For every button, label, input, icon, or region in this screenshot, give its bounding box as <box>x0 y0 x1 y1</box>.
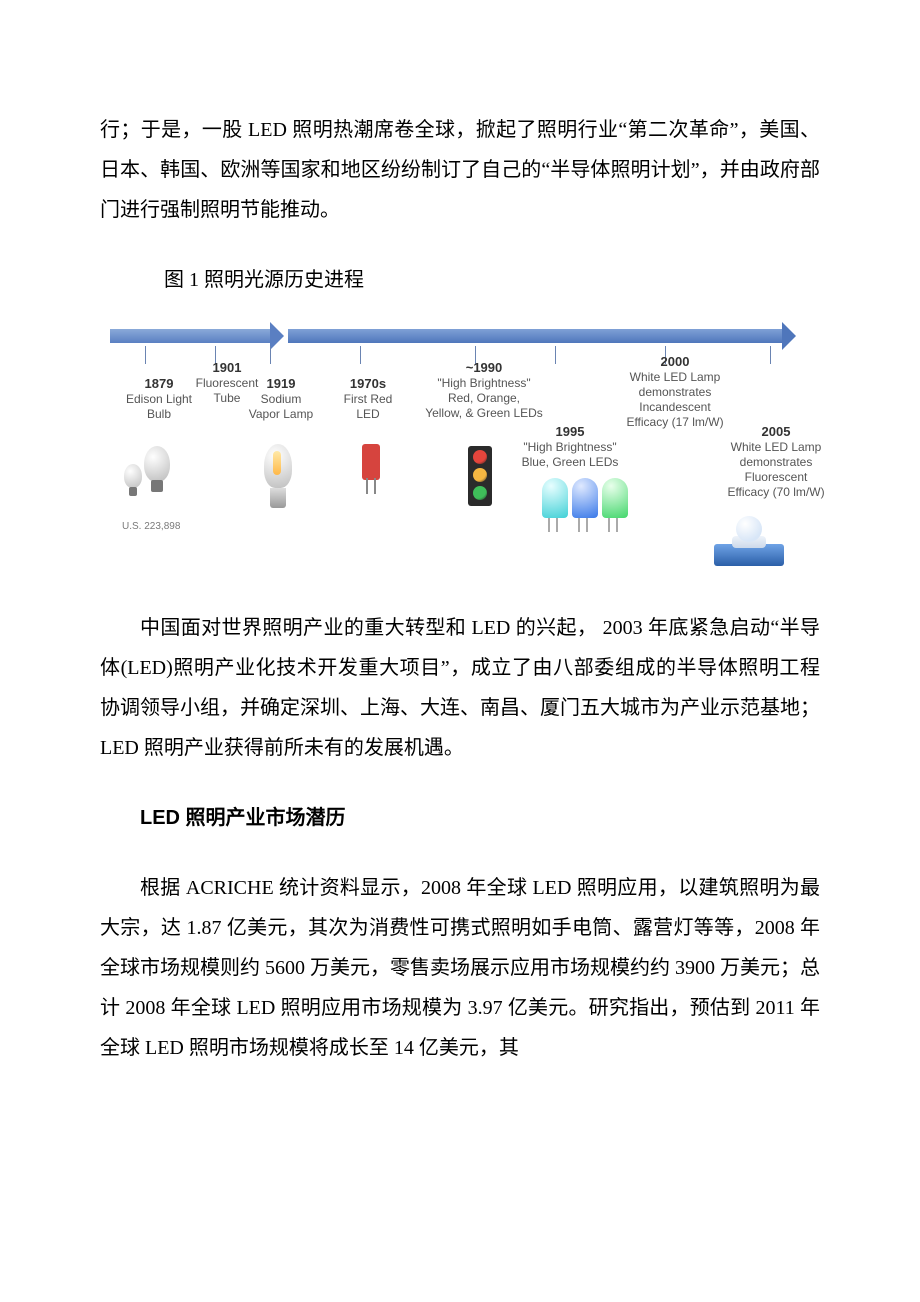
event-label: "High Brightness" Blue, Green LEDs <box>510 440 630 470</box>
timeline-figure: 1879Edison Light Bulb1901Fluorescent Tub… <box>110 318 810 578</box>
traffic-green-icon <box>473 486 487 500</box>
red-led-body-icon <box>362 444 380 480</box>
section-heading: LED 照明产业市场潜历 <box>100 798 820 838</box>
event-year: 1919 <box>240 376 322 392</box>
timeline-event: 2000White LED Lamp demonstrates Incandes… <box>610 354 740 430</box>
event-label: "High Brightness" Red, Orange, Yellow, &… <box>420 376 548 421</box>
edison-bulb-thumb: U.S. 223,898 <box>122 446 182 516</box>
timeline-tick <box>360 346 361 364</box>
green-led-icon <box>602 478 628 518</box>
blue-green-led-thumb <box>542 478 632 540</box>
sodium-vapor-thumb <box>258 444 298 516</box>
traffic-red-icon <box>473 450 487 464</box>
red-led-pin-icon <box>366 478 368 494</box>
event-label: White LED Lamp demonstrates Fluorescent … <box>710 440 842 500</box>
event-year: 1970s <box>332 376 404 392</box>
patent-number: U.S. 223,898 <box>122 521 180 532</box>
red-led-thumb <box>362 444 380 494</box>
arrow-segment-2 <box>288 329 782 343</box>
arrow-cap-1 <box>270 322 284 350</box>
bulb-small-icon <box>124 464 142 488</box>
figure-caption: 图 1 照明光源历史进程 <box>100 260 820 300</box>
white-led-thumb <box>714 510 784 566</box>
vapor-base-icon <box>270 488 286 508</box>
traffic-light-thumb <box>468 446 492 506</box>
arrow-cap-2 <box>782 322 796 350</box>
timeline-event: 1919Sodium Vapor Lamp <box>240 376 322 422</box>
arrow-segment-1 <box>110 329 270 343</box>
vapor-glow-icon <box>273 451 281 475</box>
paragraph-1: 行；于是，一股 LED 照明热潮席卷全球，掀起了照明行业“第二次革命”，美国、日… <box>100 110 820 230</box>
timeline-event: ~1990"High Brightness" Red, Orange, Yell… <box>420 360 548 421</box>
event-year: ~1990 <box>420 360 548 376</box>
red-led-pin-icon <box>374 478 376 494</box>
blue-led-icon <box>572 478 598 518</box>
bulb-large-icon <box>144 446 170 482</box>
timeline-arrow <box>110 326 810 346</box>
event-label: First Red LED <box>332 392 404 422</box>
event-year: 1901 <box>182 360 272 376</box>
timeline-tick <box>145 346 146 364</box>
document-page: 行；于是，一股 LED 照明热潮席卷全球，掀起了照明行业“第二次革命”，美国、日… <box>0 0 920 1158</box>
timeline-tick <box>770 346 771 364</box>
paragraph-3: 根据 ACRICHE 统计资料显示，2008 年全球 LED 照明应用，以建筑照… <box>100 868 820 1068</box>
event-label: White LED Lamp demonstrates Incandescent… <box>610 370 740 430</box>
event-year: 2005 <box>710 424 842 440</box>
cyan-led-icon <box>542 478 568 518</box>
traffic-yellow-icon <box>473 468 487 482</box>
event-year: 2000 <box>610 354 740 370</box>
timeline-event: 1995"High Brightness" Blue, Green LEDs <box>510 424 630 470</box>
event-label: Sodium Vapor Lamp <box>240 392 322 422</box>
timeline-tick <box>555 346 556 364</box>
timeline-event: 1970sFirst Red LED <box>332 376 404 422</box>
white-led-dome-icon <box>736 516 762 542</box>
paragraph-2: 中国面对世界照明产业的重大转型和 LED 的兴起， 2003 年底紧急启动“半导… <box>100 608 820 768</box>
timeline-event: 2005White LED Lamp demonstrates Fluoresc… <box>710 424 842 500</box>
